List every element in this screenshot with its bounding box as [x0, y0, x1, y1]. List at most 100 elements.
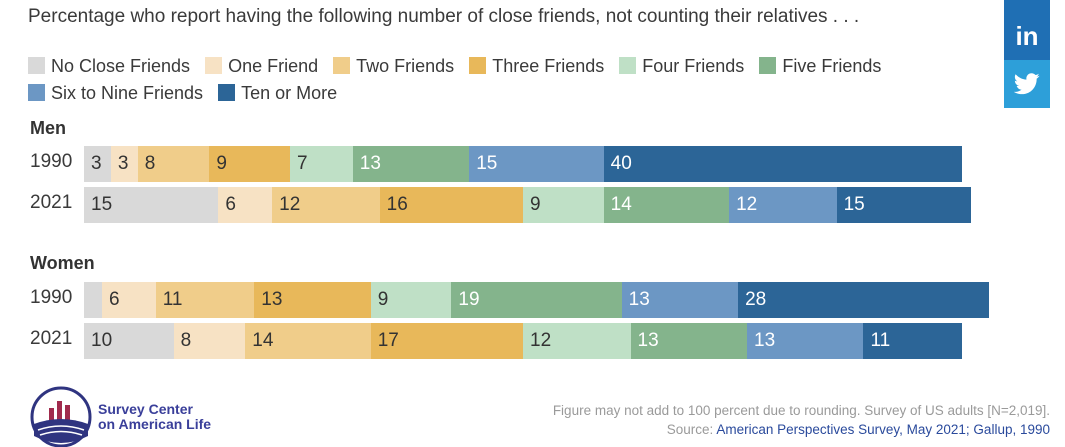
bar-value-label: 3 — [117, 153, 129, 174]
bar-segment-women-1990-1: 6 — [102, 282, 156, 318]
legend-label: Five Friends — [782, 56, 882, 76]
source-prefix: Source: — [666, 422, 714, 437]
bar-value-label: 14 — [252, 330, 274, 351]
bar-segment-women-1990-5: 19 — [451, 282, 622, 318]
bar-value-label: 13 — [637, 330, 659, 351]
bar-value-label: 17 — [377, 330, 399, 351]
row-label-men-1990: 1990 — [30, 151, 73, 172]
legend-item-four-friends: Four Friends — [619, 53, 744, 80]
bar-segment-women-2021-5: 13 — [630, 323, 747, 359]
legend-item-five-friends: Five Friends — [759, 53, 881, 80]
bar-segment-women-2021-0: 10 — [84, 323, 174, 359]
bar-segment-men-2021-6: 12 — [729, 187, 837, 223]
row-label-women-1990: 1990 — [30, 287, 73, 308]
legend-item-six-to-nine-friends: Six to Nine Friends — [28, 80, 203, 107]
source-link[interactable]: American Perspectives Survey, May 2021; … — [716, 422, 1050, 437]
row-label-women-2021: 2021 — [30, 328, 73, 349]
bar-women-2021: 10 8 14 17 12 13 13 11 — [84, 323, 963, 359]
bar-women-1990: 6 11 13 9 19 13 28 — [84, 282, 989, 318]
bar-segment-men-1990-3: 9 — [209, 146, 291, 182]
bar-value-label: 8 — [180, 330, 192, 351]
logo-text-line1: Survey Center — [98, 401, 193, 417]
bar-segment-men-1990-1: 3 — [110, 146, 138, 182]
bar-segment-men-2021-0: 15 — [84, 187, 219, 223]
bar-men-2021: 15 6 12 16 9 14 12 15 — [84, 187, 971, 223]
bar-value-label: 12 — [736, 194, 758, 215]
bar-segment-women-2021-3: 17 — [370, 323, 524, 359]
bar-segment-men-1990-5: 13 — [352, 146, 470, 182]
bar-segment-women-1990-7: 28 — [738, 282, 989, 318]
legend-label: Six to Nine Friends — [51, 83, 204, 103]
twitter-share-button[interactable] — [1004, 60, 1050, 108]
group-title-men: Men — [30, 118, 66, 138]
linkedin-share-button[interactable]: in — [1004, 0, 1050, 60]
bar-segment-men-2021-4: 9 — [523, 187, 604, 223]
chart-footnote: Figure may not add to 100 percent due to… — [553, 401, 1050, 439]
bar-segment-men-1990-7: 40 — [603, 146, 963, 182]
legend-swatch — [469, 57, 487, 74]
survey-center-logo — [30, 386, 92, 447]
legend-label: Three Friends — [492, 56, 605, 76]
bar-value-label: 6 — [109, 289, 120, 310]
footnote-source: Source: American Perspectives Survey, Ma… — [553, 420, 1050, 439]
legend-item-one-friend: One Friend — [205, 53, 318, 80]
bar-value-label: 3 — [91, 153, 102, 174]
bar-segment-women-1990-6: 13 — [621, 282, 739, 318]
bar-value-label: 13 — [261, 289, 283, 310]
chart-subtitle: Percentage who report having the followi… — [28, 6, 860, 27]
bar-segment-men-1990-0: 3 — [84, 146, 111, 182]
bar-value-label: 9 — [530, 194, 541, 215]
legend-swatch — [28, 57, 45, 74]
legend-label: Two Friends — [356, 56, 455, 76]
bar-segment-women-1990-0 — [84, 282, 102, 318]
bar-segment-men-2021-7: 15 — [836, 187, 971, 223]
bar-value-label: 28 — [745, 289, 767, 310]
twitter-icon — [1014, 73, 1040, 95]
chart-legend: No Close Friends One Friend Two Friends … — [28, 53, 988, 107]
bar-value-label: 13 — [628, 289, 650, 310]
bar-segment-men-2021-2: 12 — [272, 187, 380, 223]
logo-text-line2: on American Life — [98, 416, 212, 432]
legend-item-ten-or-more: Ten or More — [218, 80, 337, 107]
bar-segment-men-1990-2: 8 — [137, 146, 210, 182]
legend-swatch — [218, 84, 236, 101]
bar-value-label: 14 — [610, 194, 632, 215]
bar-value-label: 12 — [279, 194, 301, 215]
bar-segment-women-2021-6: 13 — [747, 323, 864, 359]
group-title-women: Women — [30, 253, 95, 273]
legend-label: One Friend — [228, 56, 319, 76]
bar-segment-women-1990-2: 11 — [155, 282, 255, 318]
legend-item-no-close-friends: No Close Friends — [28, 53, 190, 80]
bar-value-label: 7 — [297, 153, 308, 174]
bar-segment-men-1990-4: 7 — [290, 146, 353, 182]
bar-segment-women-1990-4: 9 — [370, 282, 452, 318]
bar-segment-men-2021-3: 16 — [379, 187, 524, 223]
bar-segment-women-1990-3: 13 — [254, 282, 371, 318]
bar-value-label: 9 — [216, 153, 227, 174]
bar-segment-men-1990-6: 15 — [469, 146, 604, 182]
legend-item-two-friends: Two Friends — [333, 53, 454, 80]
legend-swatch — [333, 57, 351, 74]
bar-value-label: 19 — [458, 289, 480, 310]
row-label-men-2021: 2021 — [30, 192, 73, 213]
bar-value-label: 16 — [386, 194, 408, 215]
bar-value-label: 15 — [476, 153, 498, 174]
legend-swatch — [205, 57, 223, 74]
bar-value-label: 13 — [754, 330, 776, 351]
bar-value-label: 6 — [225, 194, 236, 215]
bar-value-label: 9 — [377, 289, 389, 310]
bar-value-label: 10 — [91, 330, 113, 351]
legend-swatch — [759, 57, 777, 74]
bar-value-label: 13 — [359, 153, 381, 174]
legend-swatch — [619, 57, 637, 74]
bar-value-label: 15 — [91, 194, 113, 215]
bar-segment-women-2021-2: 14 — [245, 323, 371, 359]
bar-value-label: 12 — [530, 330, 552, 351]
bar-value-label: 40 — [610, 153, 632, 174]
bar-segment-men-2021-1: 6 — [218, 187, 273, 223]
legend-label: No Close Friends — [51, 56, 191, 76]
bar-segment-men-2021-5: 14 — [603, 187, 730, 223]
bar-value-label: 11 — [162, 289, 183, 310]
legend-swatch — [28, 84, 45, 101]
bar-value-label: 11 — [870, 330, 891, 351]
